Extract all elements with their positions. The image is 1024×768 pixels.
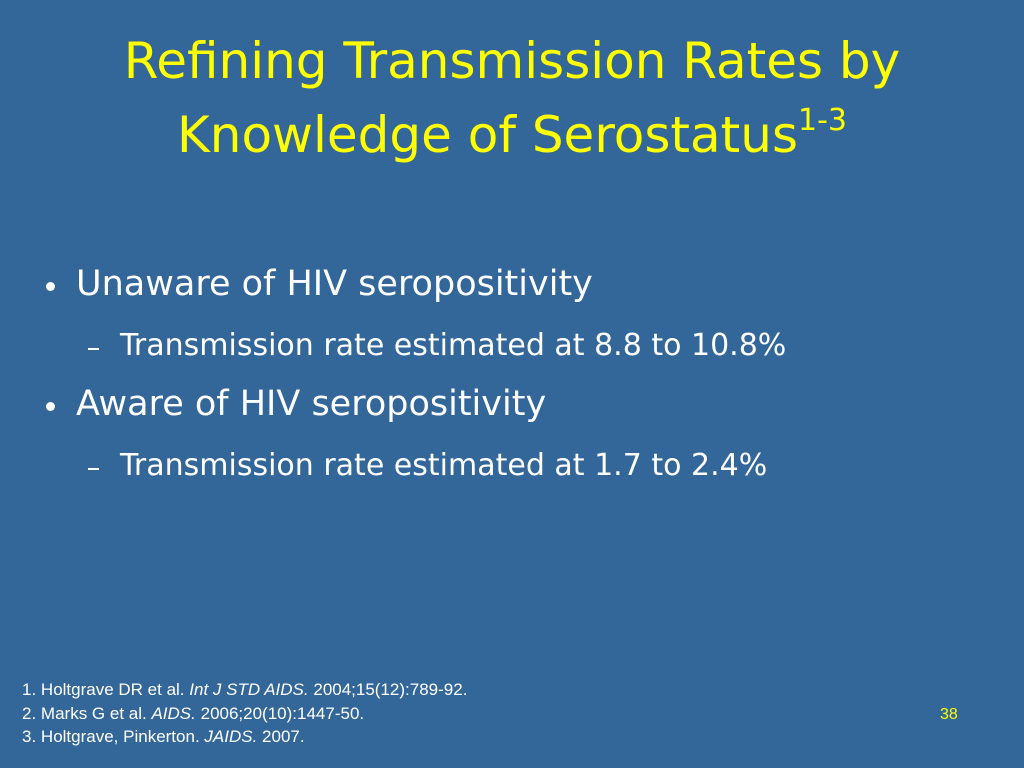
bullet: Unaware of HIV seropositivity	[46, 264, 593, 304]
title-line: Refining Transmission Rates by	[123, 32, 901, 90]
ref-number: 2.	[22, 703, 37, 723]
references: 1. Holtgrave DR et al. Int J STD AIDS. 2…	[22, 678, 467, 749]
bullet-dot	[46, 282, 55, 291]
ref-journal: Int J STD AIDS.	[189, 680, 309, 699]
ref-journal: JAIDS.	[204, 727, 258, 746]
ref-journal: AIDS.	[151, 703, 196, 723]
ref-number: 3.	[22, 727, 37, 746]
reference: 1. Holtgrave DR et al. Int J STD AIDS. 2…	[22, 678, 467, 702]
bullet-text: Aware of HIV seropositivity	[76, 384, 547, 424]
bullet-text: Unaware of HIV seropositivity	[76, 264, 593, 304]
page-number: 38	[940, 706, 958, 723]
dash	[88, 468, 99, 470]
sub-bullet-text: Transmission rate estimated at 1.7 to 2.…	[120, 448, 768, 483]
reference: 3. Holtgrave, Pinkerton. JAIDS. 2007.	[22, 725, 467, 749]
title-text: Knowledge of Serostatus	[176, 106, 799, 164]
ref-authors: Holtgrave DR et al.	[40, 680, 185, 699]
ref-authors: Marks G et al.	[40, 703, 147, 723]
sub-bullet-text: Transmission rate estimated at 8.8 to 10…	[120, 328, 787, 363]
ref-authors: Holtgrave, Pinkerton.	[40, 727, 200, 746]
bullet: Aware of HIV seropositivity	[46, 384, 547, 424]
reference: 2. Marks G et al. AIDS. 2006;20(10):1447…	[22, 702, 467, 726]
title-superscript: 1-3	[798, 103, 848, 138]
ref-details: 2007.	[262, 727, 305, 746]
sub-bullet: Transmission rate estimated at 1.7 to 2.…	[88, 448, 768, 483]
bullet-dot	[46, 402, 55, 411]
title-line: Knowledge of Serostatus1-3	[0, 98, 1024, 172]
slide-title: Refining Transmission Rates by Knowledge…	[0, 24, 1024, 172]
ref-details: 2004;15(12):789-92.	[313, 680, 468, 699]
ref-details: 2006;20(10):1447-50.	[200, 703, 365, 723]
ref-number: 1.	[22, 680, 37, 699]
dash	[88, 348, 99, 350]
sub-bullet: Transmission rate estimated at 8.8 to 10…	[88, 328, 787, 363]
